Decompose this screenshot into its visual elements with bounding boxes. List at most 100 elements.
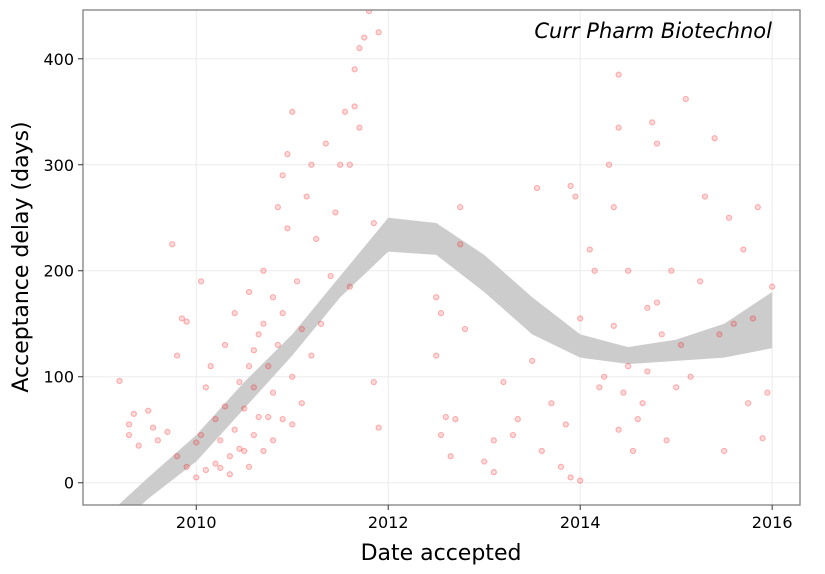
point: [236, 378, 243, 386]
point: [250, 431, 257, 439]
point: [332, 209, 339, 216]
point: [567, 182, 574, 190]
point: [634, 416, 641, 423]
point: [701, 193, 709, 200]
point: [231, 426, 238, 433]
point: [260, 447, 267, 455]
point: [615, 426, 622, 433]
point: [322, 140, 329, 147]
y-axis-label: Acceptance delay (days): [9, 121, 34, 392]
point: [130, 410, 137, 417]
point: [317, 320, 325, 327]
x-axis-label: Date accepted: [361, 541, 522, 566]
point: [327, 272, 334, 280]
point: [682, 95, 689, 103]
point: [442, 413, 449, 421]
point: [255, 331, 262, 338]
point: [197, 431, 205, 439]
point: [461, 325, 469, 333]
point: [284, 225, 291, 232]
point: [269, 437, 277, 444]
point: [202, 384, 209, 391]
point: [644, 304, 651, 311]
point: [605, 161, 613, 168]
point: [457, 241, 464, 248]
point: [711, 135, 718, 142]
point: [265, 363, 272, 370]
point: [241, 405, 248, 412]
point: [217, 437, 224, 444]
point: [346, 283, 353, 290]
point: [668, 267, 675, 274]
point: [226, 453, 233, 460]
point: [217, 464, 224, 472]
point: [625, 363, 632, 370]
point: [241, 447, 248, 455]
point: [250, 347, 257, 354]
point: [514, 416, 521, 423]
x-tick-label: 2012: [368, 513, 409, 532]
point: [154, 437, 161, 444]
point: [135, 442, 142, 449]
confidence-band: [119, 217, 773, 505]
point: [298, 325, 305, 333]
point: [351, 66, 358, 73]
point: [260, 267, 267, 274]
point: [183, 463, 190, 470]
point: [293, 278, 301, 285]
point: [759, 435, 766, 442]
point: [226, 471, 233, 478]
point: [716, 331, 723, 338]
point: [591, 267, 598, 274]
point: [562, 421, 569, 428]
point: [687, 373, 694, 380]
point: [754, 204, 761, 211]
point: [663, 437, 670, 444]
point: [346, 161, 353, 168]
point: [255, 413, 262, 421]
point: [183, 318, 190, 325]
point: [289, 108, 296, 115]
point: [481, 458, 488, 465]
point: [620, 389, 627, 396]
point: [615, 124, 622, 131]
point: [231, 310, 238, 317]
point: [125, 431, 133, 439]
point: [610, 204, 617, 211]
point: [740, 246, 747, 253]
point: [749, 315, 757, 322]
point: [221, 403, 229, 410]
point: [529, 357, 536, 364]
band-layer: [119, 217, 773, 505]
point: [245, 288, 253, 296]
point: [169, 241, 176, 248]
point: [236, 445, 243, 452]
y-tick-label: 300: [43, 156, 74, 175]
point: [284, 151, 291, 158]
point: [269, 389, 277, 396]
point: [221, 341, 229, 349]
point: [149, 424, 157, 431]
point: [764, 389, 771, 396]
point: [437, 310, 445, 317]
point: [279, 172, 286, 179]
point: [769, 283, 776, 290]
points-layer: [116, 10, 776, 484]
point: [596, 384, 603, 391]
point: [351, 103, 358, 110]
point: [193, 439, 200, 446]
point: [538, 447, 545, 455]
point: [490, 437, 497, 444]
point: [250, 384, 257, 391]
point: [610, 322, 617, 329]
point: [509, 431, 517, 439]
point: [365, 10, 373, 15]
x-tick-label: 2014: [560, 513, 601, 532]
point: [245, 463, 253, 470]
point: [615, 71, 622, 78]
point: [269, 294, 277, 301]
point: [721, 447, 728, 455]
point: [457, 204, 464, 211]
point: [725, 214, 733, 221]
point: [658, 331, 665, 338]
